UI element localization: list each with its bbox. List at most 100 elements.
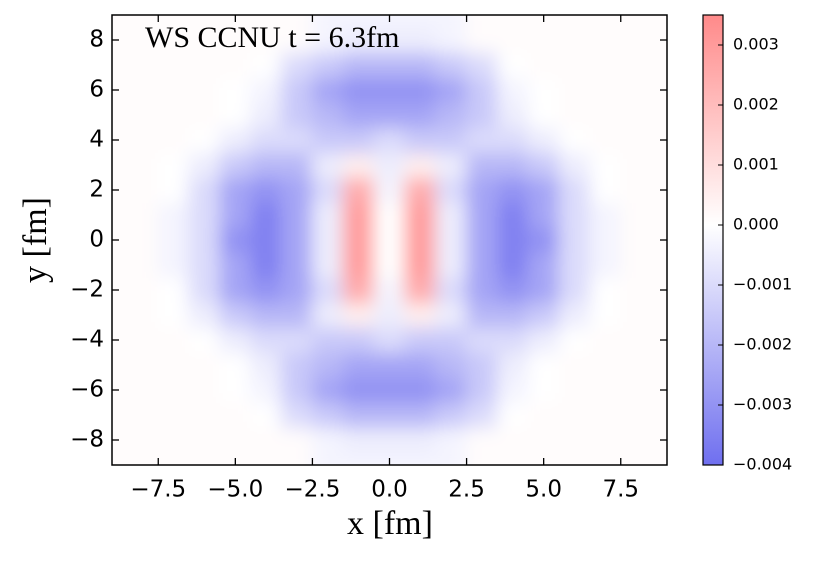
contour-cell bbox=[281, 177, 313, 203]
contour-cell bbox=[589, 52, 622, 78]
contour-cell bbox=[558, 27, 591, 53]
contour-cell bbox=[651, 302, 667, 328]
contour-cell bbox=[250, 327, 283, 353]
contour-cell bbox=[311, 327, 344, 353]
contour-cell bbox=[157, 202, 190, 228]
y-tick-label: −8 bbox=[70, 427, 104, 453]
contour-cell bbox=[281, 352, 313, 378]
contour-cell bbox=[281, 327, 313, 353]
contour-cell bbox=[342, 327, 375, 353]
contour-cell bbox=[466, 277, 498, 303]
contour-cell bbox=[558, 77, 591, 103]
contour-cell bbox=[466, 352, 498, 378]
contour-cell bbox=[404, 202, 437, 228]
contour-cell bbox=[496, 27, 529, 53]
contour-cell bbox=[250, 177, 283, 203]
contour-cell bbox=[112, 377, 128, 403]
contour-cell bbox=[373, 177, 406, 203]
contour-cell bbox=[112, 177, 128, 203]
contour-cell bbox=[188, 202, 221, 228]
contour-cell bbox=[126, 127, 159, 153]
contour-cell bbox=[157, 302, 190, 328]
contour-cell bbox=[466, 27, 498, 53]
contour-cell bbox=[558, 402, 591, 428]
contour-cell bbox=[373, 302, 406, 328]
contour-cell bbox=[527, 152, 560, 178]
contour-cell bbox=[435, 152, 468, 178]
contour-cell bbox=[558, 127, 591, 153]
contour-cell bbox=[281, 152, 313, 178]
contour-cell bbox=[558, 352, 591, 378]
contour-cell bbox=[651, 27, 667, 53]
contour-cell bbox=[281, 377, 313, 403]
contour-cell bbox=[620, 352, 653, 378]
contour-cell bbox=[112, 352, 128, 378]
contour-cell bbox=[589, 27, 622, 53]
contour-cell bbox=[651, 427, 667, 453]
contour-cell bbox=[651, 127, 667, 153]
x-tick-label: −7.5 bbox=[130, 477, 186, 503]
contour-cell bbox=[589, 127, 622, 153]
contour-cell bbox=[112, 252, 128, 278]
contour-cell bbox=[157, 52, 190, 78]
contour-cell bbox=[373, 52, 406, 78]
contour-cell bbox=[342, 302, 375, 328]
contour-cell bbox=[157, 127, 190, 153]
contour-cell bbox=[589, 377, 622, 403]
contour-cell bbox=[466, 127, 498, 153]
contour-cell bbox=[496, 227, 529, 253]
contour-cell bbox=[311, 402, 344, 428]
contour-cell bbox=[219, 427, 252, 453]
contour-cell bbox=[527, 427, 560, 453]
y-tick-label: 6 bbox=[89, 77, 104, 103]
contour-cell bbox=[620, 127, 653, 153]
contour-cell bbox=[342, 152, 375, 178]
contour-cell bbox=[373, 127, 406, 153]
contour-cell bbox=[620, 77, 653, 103]
contour-cell bbox=[250, 77, 283, 103]
contour-cell bbox=[126, 27, 159, 53]
contour-cell bbox=[126, 452, 159, 465]
contour-cell bbox=[188, 27, 221, 53]
contour-cell bbox=[112, 227, 128, 253]
contour-cell bbox=[620, 277, 653, 303]
contour-cell bbox=[589, 452, 622, 465]
contour-cell bbox=[188, 377, 221, 403]
contour-cell bbox=[404, 227, 437, 253]
contour-cell bbox=[250, 152, 283, 178]
contour-cell bbox=[373, 102, 406, 128]
y-tick-label: 0 bbox=[89, 227, 104, 253]
contour-cell bbox=[404, 327, 437, 353]
contour-cell bbox=[651, 452, 667, 465]
contour-cell bbox=[126, 302, 159, 328]
contour-cell bbox=[558, 202, 591, 228]
contour-cell bbox=[311, 202, 344, 228]
contour-cell bbox=[311, 277, 344, 303]
contour-cell bbox=[589, 327, 622, 353]
contour-cell bbox=[558, 152, 591, 178]
contour-cell bbox=[466, 327, 498, 353]
contour-cell bbox=[281, 452, 313, 465]
contour-cell bbox=[126, 427, 159, 453]
contour-cell bbox=[404, 252, 437, 278]
contour-cell bbox=[311, 377, 344, 403]
contour-cell bbox=[188, 427, 221, 453]
contour-field bbox=[112, 15, 667, 465]
y-tick-label: 2 bbox=[89, 177, 104, 203]
contour-cell bbox=[112, 15, 128, 28]
contour-cell bbox=[435, 252, 468, 278]
contour-cell bbox=[219, 152, 252, 178]
colorbar bbox=[702, 14, 724, 466]
contour-cell bbox=[466, 427, 498, 453]
y-tick-label: −4 bbox=[70, 327, 104, 353]
contour-cell bbox=[281, 52, 313, 78]
contour-cell bbox=[311, 177, 344, 203]
contour-cell bbox=[589, 277, 622, 303]
contour-cell bbox=[527, 252, 560, 278]
contour-cell bbox=[558, 452, 591, 465]
contour-cell bbox=[435, 77, 468, 103]
y-tick-label: 4 bbox=[89, 127, 104, 153]
contour-cell bbox=[496, 302, 529, 328]
contour-cell bbox=[651, 177, 667, 203]
contour-cell bbox=[311, 302, 344, 328]
